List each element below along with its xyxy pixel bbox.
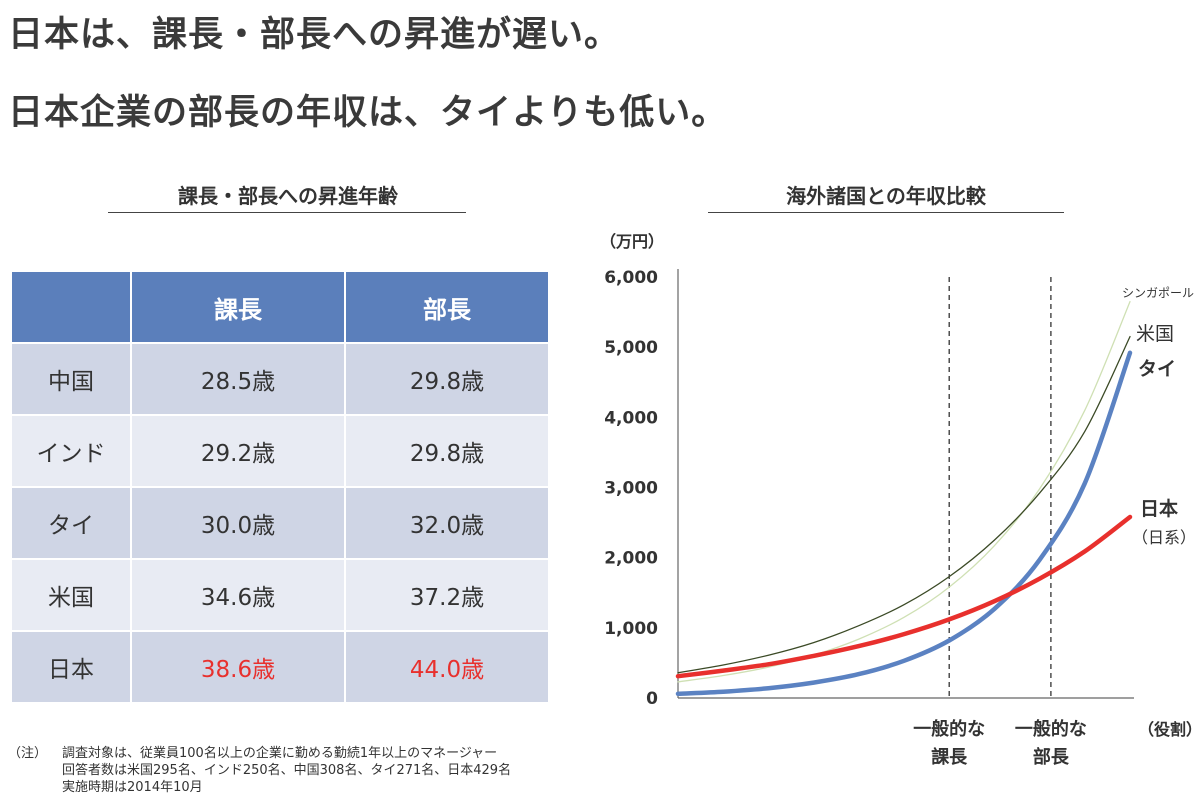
kacho-age-cell: 30.0歳 [130, 486, 346, 560]
country-cell: 日本 [10, 630, 132, 704]
series-label-thailand: タイ [1138, 358, 1176, 380]
country-cell: 米国 [10, 558, 132, 632]
table-title: 課長・部長への昇進年齢 [178, 184, 398, 208]
headline-line1: 日本は、課長・部長への昇進が遅い。 [8, 15, 621, 55]
country-cell: インド [10, 414, 132, 488]
footnote-label: （注） [8, 746, 48, 761]
country-cell: 中国 [10, 342, 132, 416]
chart-title: 海外諸国との年収比較 [786, 184, 986, 208]
footnote-line: 実施時期は2014年10月 [62, 780, 203, 795]
income-comparison-chart: （万円） 0 1,000 2,000 3,000 4,000 5,000 6,000 一般的な課… [600, 232, 1200, 768]
series-label-usa: 米国 [1136, 323, 1174, 345]
role-marker-label: 一般的な [913, 718, 985, 740]
header-bucho: 部長 [344, 270, 550, 344]
bucho-age-cell-highlight: 44.0歳 [344, 630, 550, 704]
table-header-row: 課長 部長 [10, 270, 550, 344]
y-tick-label: 5,000 [604, 338, 658, 358]
series-line-thailand [675, 350, 1133, 697]
footnote-line: 調査対象は、従業員100名以上の企業に勤める勤続1年以上のマネージャー [62, 746, 498, 761]
series-label-singapore: シンガポール [1122, 286, 1194, 300]
header-kacho: 課長 [130, 270, 346, 344]
bucho-age-cell: 29.8歳 [344, 414, 550, 488]
table-row: インド 29.2歳 29.8歳 [10, 414, 550, 488]
table-row: 米国 34.6歳 37.2歳 [10, 558, 550, 632]
x-axis-label: （役割） [1138, 720, 1200, 739]
kacho-age-cell-highlight: 38.6歳 [130, 630, 346, 704]
series-line-japan [675, 514, 1133, 679]
footnote-line: 回答者数は米国295名、インド250名、中国308名、タイ271名、日本429名 [62, 763, 512, 778]
chart-title-rule [708, 212, 1064, 213]
kacho-age-cell: 28.5歳 [130, 342, 346, 416]
y-tick-label: 6,000 [604, 268, 658, 288]
series-line-singapore [677, 300, 1131, 683]
kacho-age-cell: 29.2歳 [130, 414, 346, 488]
y-tick-label: 4,000 [604, 408, 658, 428]
y-tick-label: 2,000 [604, 549, 658, 569]
series-line-usa [677, 335, 1131, 674]
role-marker-label: 一般的な [1015, 718, 1087, 740]
header-corner [10, 270, 132, 344]
bucho-age-cell: 29.8歳 [344, 342, 550, 416]
y-tick-label: 1,000 [604, 619, 658, 639]
table-row: 日本 38.6歳 44.0歳 [10, 630, 550, 704]
y-tick-label: 3,000 [604, 479, 658, 499]
bucho-age-cell: 37.2歳 [344, 558, 550, 632]
kacho-age-cell: 34.6歳 [130, 558, 346, 632]
bucho-age-cell: 32.0歳 [344, 486, 550, 560]
headline-line2: 日本企業の部長の年収は、タイよりも低い。 [8, 93, 728, 133]
series-sublabel-japan: （日系） [1132, 528, 1196, 547]
y-tick-label: 0 [646, 689, 658, 709]
role-marker-label: 課長 [931, 746, 968, 768]
table-row: タイ 30.0歳 32.0歳 [10, 486, 550, 560]
table-title-rule [108, 212, 466, 213]
series-label-japan: 日本 [1140, 497, 1178, 520]
footnote: （注） 調査対象は、従業員100名以上の企業に勤める勤続1年以上のマネージャー … [8, 745, 511, 796]
table-row: 中国 28.5歳 29.8歳 [10, 342, 550, 416]
y-axis-unit-label: （万円） [600, 232, 664, 251]
promotion-age-table: 課長 部長 中国 28.5歳 29.8歳 インド 29.2歳 29.8歳 タイ … [10, 270, 550, 704]
country-cell: タイ [10, 486, 132, 560]
role-marker-label: 部長 [1033, 746, 1070, 768]
